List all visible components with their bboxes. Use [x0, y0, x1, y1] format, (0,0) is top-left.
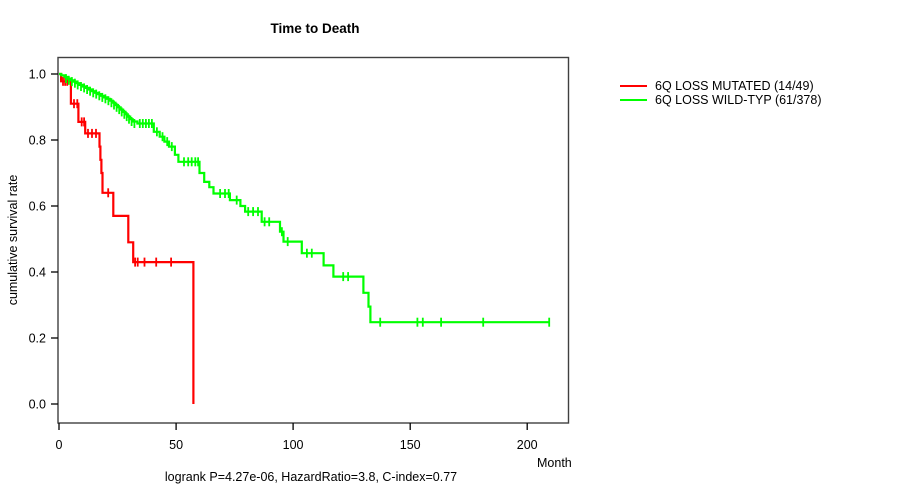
x-tick-label: 100 [283, 438, 304, 452]
y-tick-label: 0.2 [29, 331, 46, 345]
y-tick-label: 0.0 [29, 397, 46, 411]
y-tick-label: 0.6 [29, 199, 46, 213]
x-tick-label: 50 [169, 438, 183, 452]
plot-frame [57, 56, 570, 424]
x-axis-label: Month [537, 456, 572, 470]
x-tick-label: 200 [517, 438, 538, 452]
y-tick-label: 1.0 [29, 67, 46, 81]
chart-title: Time to Death [270, 21, 360, 36]
y-tick-label: 0.8 [29, 133, 46, 147]
legend-line-green [620, 98, 647, 102]
survival-curve-wildtype [59, 72, 550, 324]
legend-line-red [620, 84, 647, 88]
y-tick-label: 0.4 [29, 265, 46, 279]
legend: 6Q LOSS MUTATED (14/49) 6Q LOSS WILD-TYP… [620, 79, 822, 107]
x-tick-label: 150 [400, 438, 421, 452]
x-tick-label: 0 [56, 438, 63, 452]
legend-item-wildtype: 6Q LOSS WILD-TYP (61/378) [620, 93, 822, 107]
legend-label-mutated: 6Q LOSS MUTATED (14/49) [655, 79, 814, 93]
survival-curve-mutated [59, 72, 195, 404]
legend-label-wildtype: 6Q LOSS WILD-TYP (61/378) [655, 93, 822, 107]
legend-item-mutated: 6Q LOSS MUTATED (14/49) [620, 79, 822, 93]
stats-caption: logrank P=4.27e-06, HazardRatio=3.8, C-i… [164, 470, 458, 484]
